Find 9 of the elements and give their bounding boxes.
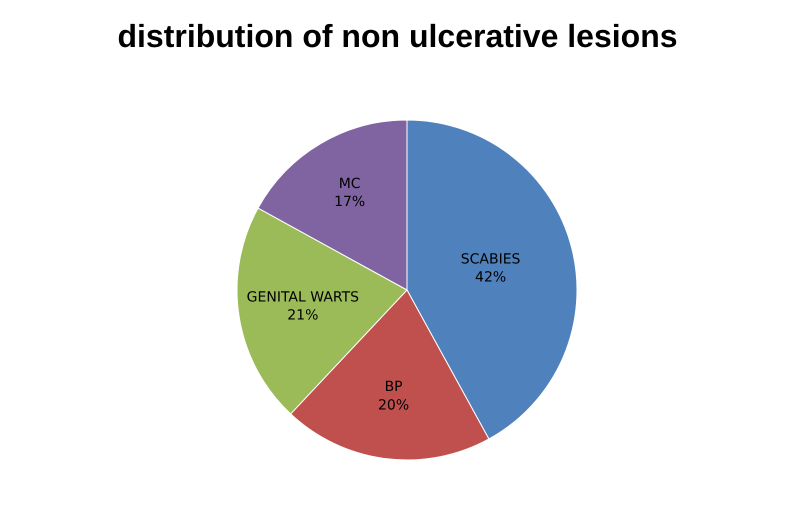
data-label: 17% [334,194,366,210]
slice-label: BP [384,379,403,396]
chart-title: distribution of non ulcerative lesions [117,18,678,54]
data-label: 42% [475,270,506,286]
slice-label: SCABIES [460,251,521,268]
data-label: 20% [378,397,410,414]
slice-label: MC [338,176,361,192]
slice-label: GENITAL WARTS [246,289,360,306]
data-label: 21% [287,308,318,324]
